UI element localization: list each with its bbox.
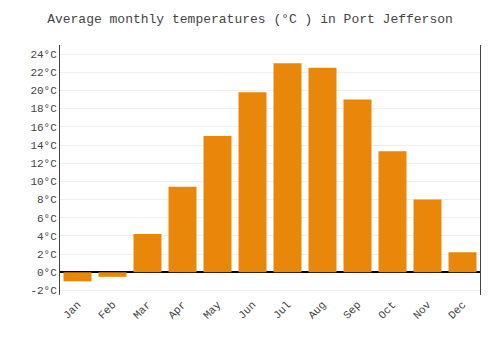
svg-text:Jun: Jun xyxy=(236,299,258,321)
svg-text:Oct: Oct xyxy=(376,299,398,321)
svg-text:22°C: 22°C xyxy=(30,67,57,79)
svg-text:Feb: Feb xyxy=(96,299,118,321)
svg-text:12°C: 12°C xyxy=(30,158,57,170)
svg-text:Jan: Jan xyxy=(61,299,83,321)
svg-text:2°C: 2°C xyxy=(37,249,57,261)
svg-text:16°C: 16°C xyxy=(30,122,57,134)
svg-text:10°C: 10°C xyxy=(30,176,57,188)
svg-text:4°C: 4°C xyxy=(37,231,57,243)
svg-text:Mar: Mar xyxy=(131,299,153,321)
svg-text:May: May xyxy=(201,299,224,322)
svg-text:Aug: Aug xyxy=(306,299,328,321)
svg-text:18°C: 18°C xyxy=(30,103,57,115)
svg-text:20°C: 20°C xyxy=(30,85,57,97)
svg-text:Dec: Dec xyxy=(446,299,468,321)
svg-text:6°C: 6°C xyxy=(37,213,57,225)
svg-text:Average monthly temperatures (: Average monthly temperatures (°C ) in Po… xyxy=(47,12,453,27)
svg-text:14°C: 14°C xyxy=(30,140,57,152)
svg-text:Nov: Nov xyxy=(411,299,434,322)
svg-text:24°C: 24°C xyxy=(30,49,57,61)
svg-text:8°C: 8°C xyxy=(37,194,57,206)
svg-text:-2°C: -2°C xyxy=(30,285,57,297)
svg-text:Apr: Apr xyxy=(166,299,188,321)
svg-text:Jul: Jul xyxy=(271,299,293,321)
svg-text:0°C: 0°C xyxy=(37,267,57,279)
svg-text:Sep: Sep xyxy=(341,299,363,321)
